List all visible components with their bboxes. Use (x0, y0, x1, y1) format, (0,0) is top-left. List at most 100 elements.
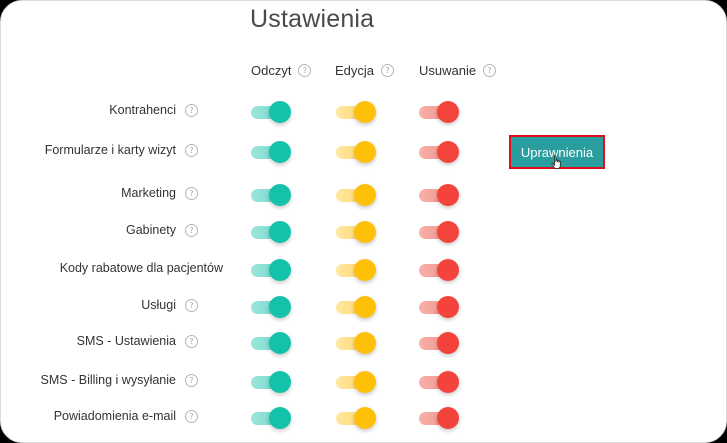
row-label: SMS - Billing i wysyłanie? (41, 373, 198, 387)
toggle-edit[interactable] (336, 183, 376, 207)
toggle-knob (269, 259, 291, 281)
row-label: Marketing? (121, 186, 198, 200)
toggle-edit[interactable] (336, 100, 376, 124)
column-header-label: Usuwanie (419, 63, 477, 78)
toggle-knob (269, 296, 291, 318)
permission-row: SMS - Billing i wysyłanie? (1, 366, 726, 396)
help-icon[interactable]: ? (185, 223, 198, 237)
toggle-knob (437, 371, 459, 393)
toggle-delete[interactable] (419, 295, 459, 319)
toggle-knob (354, 296, 376, 318)
row-label: Kontrahenci? (109, 103, 198, 117)
row-label-text: Gabinety (125, 223, 176, 237)
permission-row: Kody rabatowe dla pacjentów (1, 254, 726, 284)
toggle-edit[interactable] (336, 258, 376, 282)
toggle-delete[interactable] (419, 100, 459, 124)
toggle-read[interactable] (251, 100, 291, 124)
toggle-edit[interactable] (336, 220, 376, 244)
toggle-knob (354, 141, 376, 163)
toggle-read[interactable] (251, 331, 291, 355)
toggle-knob (437, 101, 459, 123)
permission-row: Formularze i karty wizyt? (1, 136, 726, 166)
toggle-delete[interactable] (419, 140, 459, 164)
permission-row: Usługi? (1, 291, 726, 321)
column-header-edit: Edycja ? (335, 63, 395, 78)
help-icon[interactable]: ? (185, 334, 198, 348)
row-label: Formularze i karty wizyt? (45, 143, 198, 157)
toggle-knob (354, 259, 376, 281)
row-label-text: Formularze i karty wizyt (44, 143, 176, 157)
help-icon[interactable]: ? (185, 186, 198, 200)
toggle-delete[interactable] (419, 258, 459, 282)
column-header-read: Odczyt ? (251, 63, 312, 78)
toggle-read[interactable] (251, 140, 291, 164)
page-title: Ustawienia (250, 5, 375, 33)
toggle-read[interactable] (251, 370, 291, 394)
toggle-knob (354, 407, 376, 429)
hand-cursor-icon (551, 155, 561, 170)
toggle-delete[interactable] (419, 370, 459, 394)
permission-row: Marketing? (1, 179, 726, 209)
row-label: SMS - Ustawienia? (77, 334, 198, 348)
toggle-read[interactable] (251, 183, 291, 207)
toggle-knob (354, 184, 376, 206)
help-icon[interactable]: ? (185, 103, 198, 117)
toggle-knob (437, 332, 459, 354)
toggle-delete[interactable] (419, 406, 459, 430)
toggle-delete[interactable] (419, 220, 459, 244)
row-label-text: Marketing (121, 186, 176, 200)
help-icon[interactable]: ? (298, 64, 312, 77)
help-icon[interactable]: ? (185, 143, 198, 157)
toggle-knob (437, 259, 459, 281)
toggle-knob (437, 184, 459, 206)
toggle-delete[interactable] (419, 183, 459, 207)
toggle-delete[interactable] (419, 331, 459, 355)
toggle-edit[interactable] (336, 370, 376, 394)
toggle-knob (269, 184, 291, 206)
toggle-knob (269, 221, 291, 243)
toggle-edit[interactable] (336, 406, 376, 430)
row-label-text: Kody rabatowe dla pacjentów (59, 261, 223, 275)
toggle-knob (437, 407, 459, 429)
permission-row: Powiadomienia e-mail? (1, 402, 726, 432)
permission-row: Kontrahenci? (1, 96, 726, 126)
toggle-read[interactable] (251, 220, 291, 244)
toggle-edit[interactable] (336, 331, 376, 355)
row-label: Kody rabatowe dla pacjentów (60, 261, 223, 275)
row-label-text: Kontrahenci (109, 103, 176, 117)
permission-row: SMS - Ustawienia? (1, 327, 726, 357)
row-label-text: SMS - Ustawienia (76, 334, 176, 348)
toggle-read[interactable] (251, 406, 291, 430)
help-icon[interactable]: ? (185, 298, 198, 312)
toggle-knob (437, 296, 459, 318)
column-header-label: Odczyt (251, 63, 292, 78)
toggle-edit[interactable] (336, 295, 376, 319)
row-label-text: Usługi (141, 298, 176, 312)
toggle-knob (437, 221, 459, 243)
toggle-knob (269, 101, 291, 123)
row-label: Gabinety? (126, 223, 198, 237)
help-icon[interactable]: ? (185, 373, 198, 387)
toggle-knob (269, 332, 291, 354)
toggle-knob (269, 371, 291, 393)
toggle-knob (354, 332, 376, 354)
column-header-label: Edycja (335, 63, 375, 78)
help-icon[interactable]: ? (185, 409, 198, 423)
toggle-knob (269, 407, 291, 429)
toggle-knob (354, 221, 376, 243)
row-label: Powiadomienia e-mail? (54, 409, 198, 423)
help-icon[interactable]: ? (483, 64, 497, 77)
toggle-read[interactable] (251, 258, 291, 282)
permission-row: Gabinety? (1, 216, 726, 246)
row-label-text: Powiadomienia e-mail (53, 409, 176, 423)
toggle-knob (354, 371, 376, 393)
toggle-knob (437, 141, 459, 163)
toggle-edit[interactable] (336, 140, 376, 164)
column-header-delete: Usuwanie ? (419, 63, 497, 78)
row-label-text: SMS - Billing i wysyłanie (40, 373, 176, 387)
toggle-knob (269, 141, 291, 163)
toggle-read[interactable] (251, 295, 291, 319)
help-icon[interactable]: ? (381, 64, 395, 77)
toggle-knob (354, 101, 376, 123)
